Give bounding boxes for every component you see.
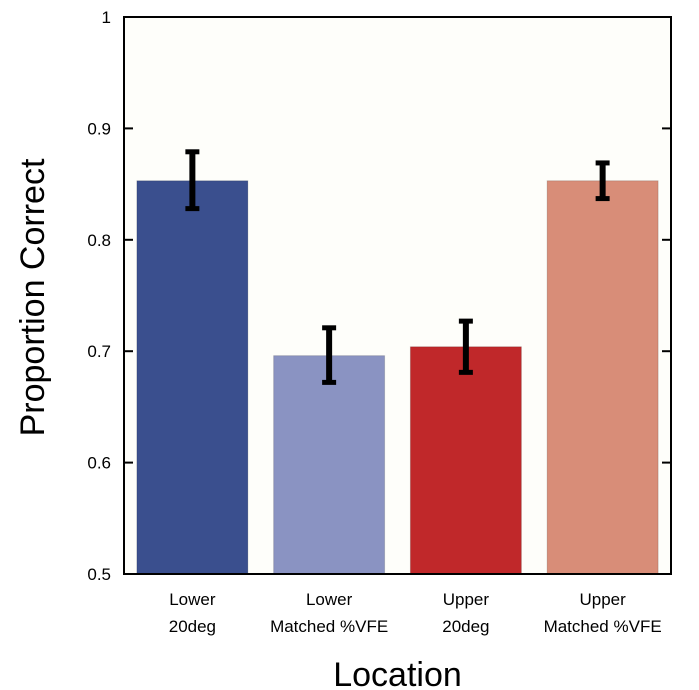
bar-1	[137, 181, 248, 574]
category-label-line1: Lower	[306, 590, 353, 609]
y-tick-label: 0.6	[87, 454, 111, 473]
bar-3	[410, 347, 521, 574]
x-axis-category-labels: Lower 20deg Lower Matched %VFE Upper 20deg Upp…	[169, 590, 662, 636]
category-label-line2: Matched %VFE	[544, 617, 662, 636]
y-tick-label: 1	[102, 8, 111, 27]
y-axis-title: Proportion Correct	[14, 158, 52, 436]
category-label-line2: Matched %VFE	[270, 617, 388, 636]
category-label-line1: Upper	[443, 590, 490, 609]
category-label-line2: 20deg	[442, 617, 489, 636]
category-label-line1: Upper	[579, 590, 626, 609]
y-tick-label: 0.9	[87, 119, 111, 138]
y-tick-label: 0.8	[87, 231, 111, 250]
bar-4	[547, 181, 658, 574]
bar-2	[274, 356, 385, 574]
category-label-line1: Lower	[169, 590, 216, 609]
category-label-line2: 20deg	[169, 617, 216, 636]
x-axis-title: Location	[333, 656, 462, 690]
y-tick-label: 0.7	[87, 342, 111, 361]
y-tick-label: 0.5	[87, 565, 111, 584]
